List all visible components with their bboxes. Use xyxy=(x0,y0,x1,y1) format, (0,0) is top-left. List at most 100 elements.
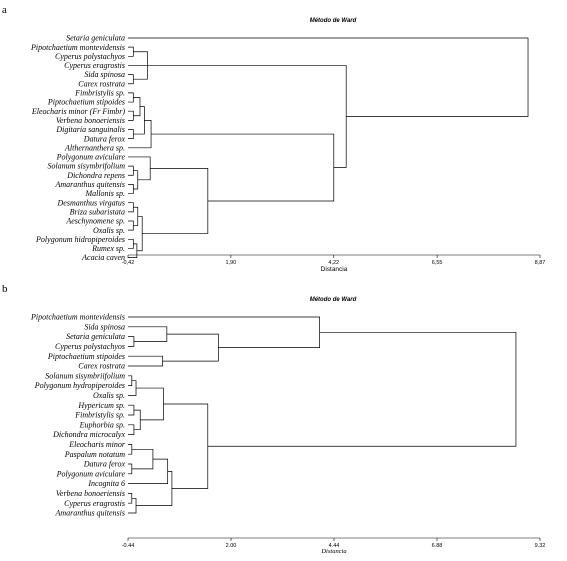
leaf-label: Polygonum aviculare xyxy=(56,469,126,478)
dendrogram-branch xyxy=(128,120,152,149)
dendrogram-branch xyxy=(128,375,133,386)
dendrogram-branch xyxy=(128,184,134,194)
panel-letter: a xyxy=(2,4,7,16)
dendrogram-branch xyxy=(128,497,137,514)
dendrogram-branch xyxy=(128,380,137,396)
leaf-label: Oxalis sp. xyxy=(93,226,125,235)
dendrogram-branch xyxy=(131,448,154,470)
dendrogram-branch xyxy=(128,220,134,231)
leaf-label: Incognita 6 xyxy=(87,479,125,488)
leaf-label: Datura ferox xyxy=(83,460,126,469)
dendrogram-branch xyxy=(128,46,134,57)
dendrogram-branch xyxy=(133,170,139,190)
dendrogram-branch xyxy=(207,331,517,447)
dendrogram-branch xyxy=(128,238,134,249)
x-tick-label: -0,42 xyxy=(122,260,135,266)
dendrogram-branch xyxy=(128,129,134,139)
x-tick-label: 1,90 xyxy=(226,260,237,266)
leaf-label: Rumex sp. xyxy=(91,244,125,253)
chart-title: Método de Ward xyxy=(310,18,357,24)
dendrogram-branch xyxy=(133,97,141,117)
leaf-label: Carex rostrata xyxy=(78,362,125,371)
x-axis-label: Distancia xyxy=(321,266,348,273)
leaf-label: Solanum sisymbrifolium xyxy=(47,162,125,171)
dendrogram-branch xyxy=(128,316,320,348)
leaf-label: Oxalis sp. xyxy=(93,391,125,400)
dendrogram-branch xyxy=(128,110,134,121)
dendrogram-branch xyxy=(128,243,138,258)
x-tick-label: 4,22 xyxy=(328,260,339,266)
leaf-label: Verbena bonoeriensis xyxy=(56,489,125,498)
leaf-label: Althernanthera sp. xyxy=(64,143,125,152)
x-tick-label: 2.00 xyxy=(226,543,237,549)
dendrogram-branch xyxy=(163,403,209,489)
dendrogram-branch xyxy=(133,206,139,226)
leaf-label: Aeschynomene sp. xyxy=(65,217,125,226)
dendrogram-branch xyxy=(133,409,141,431)
dendrogram-branch xyxy=(128,444,133,455)
x-axis-label: Distancia xyxy=(320,548,346,555)
dendrogram-branch xyxy=(128,74,134,85)
leaf-label: Digitaria sanguinalis xyxy=(55,125,125,134)
leaf-label: Sida spinosa xyxy=(84,70,125,79)
dendrogram-branch xyxy=(128,458,169,484)
dendrogram-branch xyxy=(128,355,163,367)
leaf-label: Eleocharis minor xyxy=(68,440,126,449)
x-tick-label: 9.32 xyxy=(535,543,546,549)
dendrogram-branch xyxy=(128,326,168,342)
x-tick-label: -0.44 xyxy=(122,543,135,549)
leaf-label: Setaria geniculata xyxy=(66,332,125,341)
leaf-label: Cyperus polystachyos xyxy=(55,342,125,351)
dendrogram-panel-a: a Método de Ward Setaria geniculataPipotch… xyxy=(2,4,545,273)
leaf-label: Acacia caven xyxy=(81,253,125,262)
leaf-label: Hypericum sp. xyxy=(77,401,125,410)
leaf-label: Fimbristylis sp. xyxy=(74,89,125,98)
leaf-label: Desmanthus virgatus xyxy=(57,198,125,207)
leaf-label: Amaranthus quitensis xyxy=(54,509,125,518)
leaf-label: Piptochaetium stipoides xyxy=(47,98,125,107)
x-tick-label: 4.44 xyxy=(329,543,340,549)
leaf-label: Solanum sisymbriifolium xyxy=(45,371,125,380)
leaf-label: Cyperus eragrostis xyxy=(64,499,125,508)
dendrogram-branch xyxy=(128,202,134,213)
leaf-label: Paspalum notatum xyxy=(64,450,125,459)
dendrogram-branch xyxy=(128,37,529,117)
leaf-label: Eleocharis minor (Fr Fimbr) xyxy=(31,107,125,116)
dendrogram-branch xyxy=(162,333,219,362)
panel-letter: b xyxy=(2,283,8,295)
leaf-label: Pipotchaetium montevidensis xyxy=(30,43,125,52)
leaf-label: Piptochaetium stipoides xyxy=(47,352,125,361)
x-tick-label: 6.88 xyxy=(432,543,443,549)
leaf-label: Briza subaristata xyxy=(70,207,125,216)
leaf-label: Verbena bonoeriensis xyxy=(56,116,125,125)
leaf-label: Polygonum hydropiperoides xyxy=(34,381,125,390)
dendrogram-branch xyxy=(133,106,145,135)
leaf-label: Cyperus eragrostis xyxy=(64,61,125,70)
dendrogram-branch xyxy=(128,336,135,347)
dendrogram-branch xyxy=(151,133,335,202)
chart-title: Método de Ward xyxy=(310,297,357,303)
dendrogram-branch xyxy=(128,463,133,475)
leaf-label: Datura ferox xyxy=(83,134,126,143)
dendrogram-branch xyxy=(128,156,151,181)
leaf-label: Euphorbia sp. xyxy=(79,420,125,429)
leaf-label: Setaria geniculata xyxy=(66,34,125,43)
leaf-label: Polygonum hidropiperoides xyxy=(35,235,125,244)
leaf-label: Cyperus polystachyos xyxy=(55,52,125,61)
leaf-label: Sida spinosa xyxy=(84,322,125,331)
dendrogram-branch xyxy=(128,424,135,435)
dendrogram-panel-b: b Método de Ward Pipotchaetium montevidens… xyxy=(2,283,545,555)
leaf-label: Amaranthus quitensis xyxy=(54,180,125,189)
dendrogram-branch xyxy=(128,92,134,103)
x-tick-label: 8,87 xyxy=(535,260,546,266)
dendrogram-branch xyxy=(128,404,135,416)
dendrogram-branch xyxy=(128,165,134,176)
leaf-label: Carex rostrata xyxy=(78,79,125,88)
dendrogram-branch xyxy=(136,471,173,506)
leaf-label: Pipotchaetium montevidensis xyxy=(30,313,125,322)
leaf-label: Fimbristylis sp. xyxy=(74,411,125,420)
leaf-label: Polygonum aviculare xyxy=(56,153,126,162)
dendrogram-branch xyxy=(128,493,133,504)
leaf-label: Dichondra repens xyxy=(66,171,125,180)
